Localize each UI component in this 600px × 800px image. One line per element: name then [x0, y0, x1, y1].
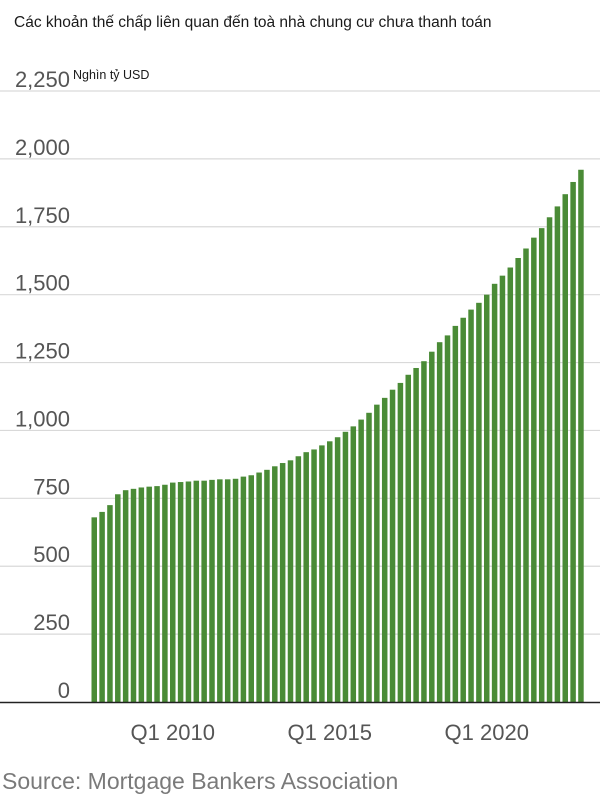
bar [436, 342, 443, 702]
bar [138, 487, 145, 702]
bar [224, 479, 231, 702]
bar [272, 466, 278, 702]
bar [146, 486, 152, 702]
x-tick-label: Q1 2015 [288, 720, 372, 745]
source-note: Source: Mortgage Bankers Association [2, 768, 399, 794]
y-tick-label: 250 [33, 610, 70, 635]
bar [162, 484, 168, 702]
y-tick-label: 750 [33, 474, 70, 499]
bar [460, 317, 466, 702]
bars [91, 169, 584, 703]
bar [570, 181, 576, 702]
bar [232, 478, 239, 702]
bar [115, 494, 121, 702]
y-tick-label: 1,500 [15, 271, 70, 296]
bar [279, 463, 286, 702]
bar [99, 511, 105, 702]
y-tick-label: 0 [58, 678, 70, 703]
bar [421, 361, 427, 702]
bar [209, 479, 215, 702]
x-tick-label: Q1 2020 [445, 720, 529, 745]
bar [523, 248, 529, 702]
bar [397, 382, 404, 702]
bar [91, 517, 97, 702]
bar [491, 283, 498, 702]
bar [358, 419, 364, 702]
bar [546, 217, 553, 703]
bar [444, 335, 451, 702]
bar [374, 404, 380, 702]
bar [240, 476, 247, 702]
bar [248, 475, 254, 702]
bar [484, 294, 490, 702]
bar [578, 169, 584, 703]
bar [507, 267, 514, 702]
bar [334, 437, 341, 702]
bar [107, 505, 113, 702]
bar [264, 469, 270, 702]
bar [287, 460, 294, 702]
bar [389, 389, 396, 702]
y-tick-label: 2,250 [15, 67, 70, 92]
bar [201, 480, 207, 702]
bar [452, 325, 459, 702]
bar [476, 302, 482, 702]
bar [303, 452, 309, 702]
bar [327, 441, 333, 702]
bar [554, 206, 561, 702]
y-tick-label: 1,250 [15, 339, 70, 364]
bar [193, 480, 200, 702]
bar [122, 490, 129, 702]
bar [350, 426, 357, 702]
y-tick-label: 500 [33, 542, 70, 567]
bar [413, 367, 419, 702]
bar [429, 351, 435, 702]
tick-labels: 0 250 500 750 1,000 1,250 1,500 1,750 2,000 2,250… [15, 67, 529, 745]
x-tick-label: Q1 2010 [131, 720, 215, 745]
bar [538, 228, 545, 702]
y-tick-label: 1,000 [15, 406, 70, 431]
bar [342, 431, 349, 702]
bar [531, 237, 537, 702]
bar [366, 412, 372, 702]
y-tick-label: 1,750 [15, 203, 70, 228]
bar [515, 258, 521, 702]
chart-title: Các khoản thế chấp liên quan đến toà nhà… [14, 14, 492, 31]
bar [319, 445, 325, 702]
bar [185, 481, 192, 702]
bar [295, 456, 302, 702]
bar [405, 374, 411, 702]
bar [381, 397, 388, 702]
bar [170, 482, 176, 702]
bar [499, 275, 506, 702]
bar [130, 488, 137, 702]
y-unit-label: Nghìn tỷ USD [73, 68, 149, 82]
y-tick-label: 2,000 [15, 135, 70, 160]
bar [217, 479, 223, 702]
bar [177, 482, 184, 702]
bar [468, 309, 474, 702]
bar [562, 194, 568, 703]
bar [311, 449, 317, 702]
bar [256, 472, 262, 702]
bar [154, 486, 160, 702]
